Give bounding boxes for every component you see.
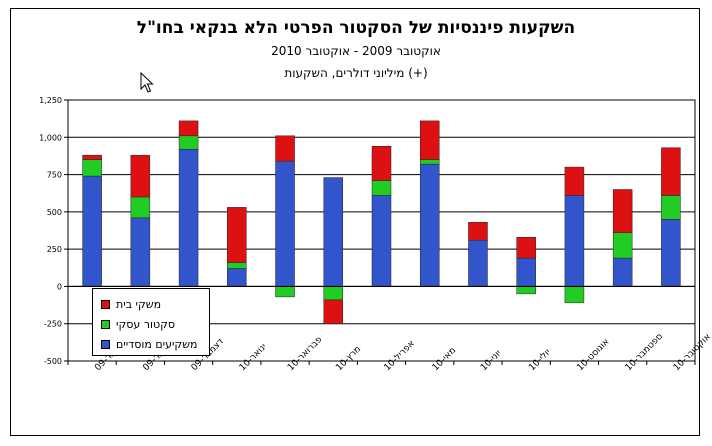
legend-item-institutional: משקיעים מוסדיים (101, 337, 198, 351)
y-tick-label: 1,000 (39, 133, 62, 142)
chart-title: השקעות פיננסיות של הסקטור הפרטי הלא בנקא… (136, 18, 576, 38)
bar-segment (371, 180, 392, 196)
legend: משקי בית סקטור עסקי משקיעים מוסדיים (92, 288, 210, 356)
y-tick-label: 250 (47, 245, 62, 254)
y-tick-label: 750 (47, 171, 62, 180)
bar-segment (468, 239, 488, 287)
bar-segment (82, 175, 102, 287)
bar-segment (564, 166, 585, 196)
legend-swatch-institutional (101, 339, 110, 349)
bar-segment (564, 286, 585, 304)
y-tick-label: 0 (57, 282, 62, 291)
bar-segment (371, 195, 392, 287)
bar-segment (178, 135, 199, 150)
bar-segment (82, 159, 102, 177)
bar-segment (371, 145, 392, 181)
bar-segment (130, 196, 151, 219)
y-tick-label: 500 (47, 208, 62, 217)
bar-segment (612, 232, 633, 259)
chart-unit-line: מיליוני דולרים, השקעות (+) (284, 66, 428, 80)
chart-subtitle: אוקטובר 2009 - אוקטובר 2010 (271, 44, 441, 58)
bar-segment (227, 268, 247, 287)
bar-segment (178, 148, 199, 287)
bar-segment (661, 219, 681, 287)
bar-segment (323, 177, 344, 287)
bar-segment (516, 286, 536, 295)
bar-segment (227, 262, 247, 269)
mouse-pointer-icon (140, 72, 154, 93)
bar-segment (419, 120, 440, 160)
bar-segment (612, 189, 633, 233)
legend-label-household: משקי בית (116, 297, 162, 311)
legend-label-business: סקטור עסקי (116, 317, 176, 331)
y-tick-label: -250 (44, 320, 62, 329)
bar-segment (323, 286, 344, 301)
bar-segment (419, 163, 440, 287)
legend-item-business: סקטור עסקי (101, 317, 175, 331)
bar-segment (275, 135, 295, 162)
legend-swatch-household (101, 299, 110, 309)
bar-segment (130, 217, 151, 287)
bar-segment (419, 159, 440, 165)
y-tick-label: -500 (44, 357, 62, 366)
bar-segment (227, 207, 247, 263)
legend-item-household: משקי בית (101, 297, 161, 311)
bar-segment (323, 299, 344, 324)
y-tick-label: 1,250 (39, 96, 62, 105)
bar-segment (612, 257, 633, 287)
bar-segment (661, 195, 681, 220)
bar-segment (516, 257, 536, 287)
bar-segment (516, 236, 536, 259)
legend-swatch-business (101, 319, 110, 329)
legend-label-institutional: משקיעים מוסדיים (116, 337, 198, 351)
bar-segment (178, 120, 199, 137)
bar-segment (468, 222, 488, 241)
bar-segment (275, 160, 295, 287)
bar-segment (564, 195, 585, 287)
bar-segment (82, 154, 102, 160)
bar-segment (661, 147, 681, 196)
bar-segment (130, 154, 151, 198)
bar-segment (275, 286, 295, 298)
